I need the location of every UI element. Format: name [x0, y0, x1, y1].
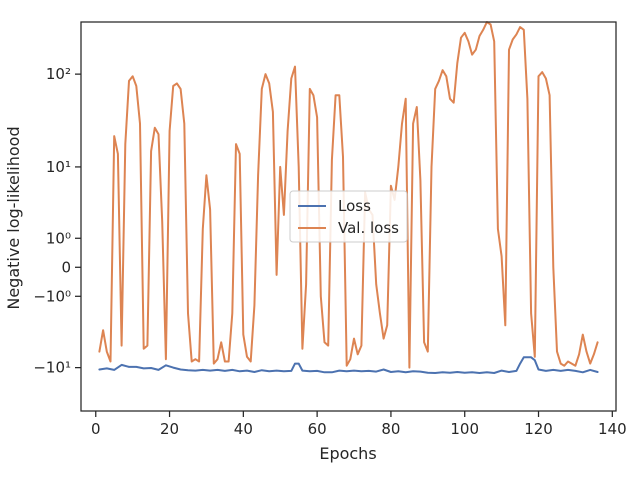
y-tick-label: 0 — [61, 258, 71, 276]
x-tick-label: 100 — [450, 420, 479, 438]
series-line-loss — [98, 356, 599, 374]
y-axis-label: Negative log-likelihood — [4, 126, 23, 309]
x-tick-label: 80 — [381, 420, 400, 438]
x-ticks: 0 20 40 60 80 100 120 140 — [91, 411, 627, 438]
plot-lines — [98, 21, 599, 374]
x-tick-label: 120 — [524, 420, 553, 438]
x-tick-label: 60 — [308, 420, 327, 438]
y-tick-label: 10² — [46, 65, 71, 83]
x-tick-label: 0 — [91, 420, 101, 438]
y-tick-label: −10¹ — [33, 359, 71, 377]
x-axis-label: Epochs — [319, 444, 376, 463]
legend: Loss Val. loss — [289, 190, 408, 243]
legend-label: Loss — [338, 197, 371, 215]
x-tick-label: 20 — [160, 420, 179, 438]
y-tick-label: 10¹ — [46, 158, 71, 176]
legend-box — [289, 190, 408, 243]
y-tick-label: −10⁰ — [33, 287, 71, 305]
y-tick-label: 10⁰ — [46, 229, 71, 247]
y-ticks: 10² 10¹ 10⁰ 0 −10⁰ −10¹ — [33, 65, 81, 377]
legend-label: Val. loss — [338, 219, 399, 237]
series-line-val-loss — [98, 21, 599, 369]
x-tick-label: 40 — [234, 420, 253, 438]
plot-frame — [80, 21, 617, 412]
x-tick-label: 140 — [598, 420, 627, 438]
